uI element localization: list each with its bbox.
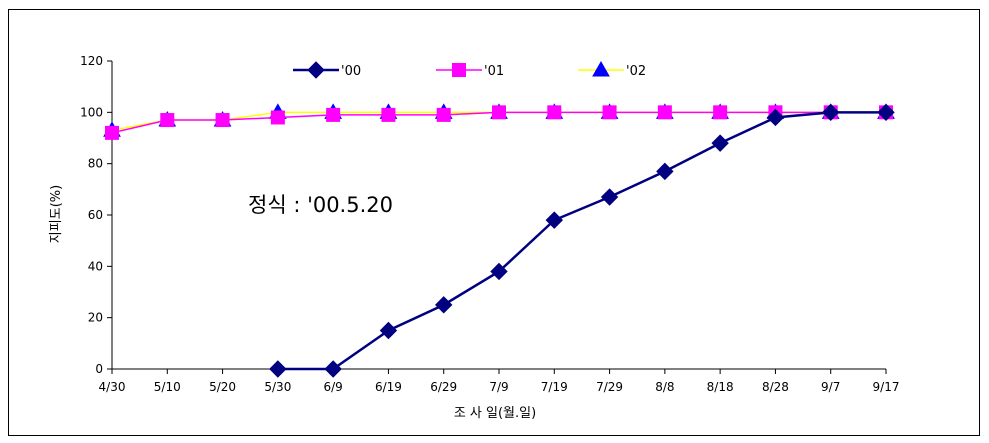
series-layer <box>103 103 895 378</box>
data-point <box>326 107 341 122</box>
legend-marker <box>452 63 466 77</box>
y-tick-label: 0 <box>95 362 103 376</box>
x-tick-label: 9/7 <box>821 380 840 394</box>
data-point <box>105 125 119 140</box>
chart-border <box>8 9 980 436</box>
data-point <box>435 296 453 314</box>
data-point <box>711 134 729 152</box>
y-tick-label: 20 <box>88 311 103 325</box>
x-tick-label: 6/19 <box>375 380 402 394</box>
legend-label: '01 <box>484 64 504 79</box>
data-point <box>492 105 506 120</box>
x-tick-label: 6/29 <box>430 380 457 394</box>
data-point <box>270 110 285 125</box>
y-tick-label: 120 <box>80 54 103 68</box>
y-tick-label: 60 <box>88 208 103 222</box>
x-axis-title: 조 사 일(월.일) <box>454 406 536 421</box>
series-line <box>277 111 886 371</box>
data-point <box>656 162 674 181</box>
data-point <box>822 103 840 122</box>
x-tick-label: 7/29 <box>596 380 623 394</box>
legend-marker <box>307 61 325 79</box>
data-point <box>766 108 785 127</box>
legend-item: '02 <box>578 60 646 79</box>
data-point <box>269 360 287 378</box>
data-point <box>877 103 895 122</box>
legend-label: '00 <box>341 64 361 79</box>
x-tick-label: 8/18 <box>707 380 734 394</box>
x-tick-label: 5/30 <box>264 380 291 394</box>
legend-item: '01 <box>436 63 504 79</box>
data-point <box>215 113 230 128</box>
y-axis-title: 지피도(%) <box>49 185 64 243</box>
series-0 <box>269 103 895 378</box>
x-tick-label: 7/9 <box>489 380 508 394</box>
data-point <box>545 211 563 229</box>
data-point <box>381 107 396 122</box>
data-point <box>436 107 451 122</box>
x-tick-label: 5/20 <box>209 380 236 394</box>
x-tick-label: 5/10 <box>154 380 181 394</box>
x-tick-label: 6/9 <box>323 380 342 394</box>
x-tick-label: 7/19 <box>541 380 568 394</box>
x-tick-label: 8/8 <box>655 380 674 394</box>
legend-label: '02 <box>626 64 646 79</box>
x-tick-label: 4/30 <box>99 380 126 394</box>
data-point <box>713 105 728 120</box>
data-point <box>324 360 342 378</box>
data-point <box>490 262 508 281</box>
data-point <box>160 113 175 128</box>
data-point <box>547 105 562 120</box>
data-point <box>657 105 672 120</box>
data-point <box>379 321 398 340</box>
x-tick-label: 9/17 <box>873 380 900 394</box>
planting-date-annotation: 정식 : '00.5.20 <box>248 193 393 217</box>
y-tick-label: 80 <box>88 157 103 171</box>
legend-item: '00 <box>293 61 361 79</box>
y-tick-label: 40 <box>88 259 103 273</box>
legend-marker <box>592 60 610 77</box>
y-tick-label: 100 <box>80 105 103 119</box>
x-tick-label: 8/28 <box>762 380 789 394</box>
legend: '00 '01 '02 <box>293 60 646 79</box>
axes: 0 20 40 60 80 100 120 4/30 5/10 5/20 5/30 6/9 6/19 6/… <box>80 54 899 394</box>
data-point <box>600 188 619 206</box>
data-point <box>602 105 617 120</box>
